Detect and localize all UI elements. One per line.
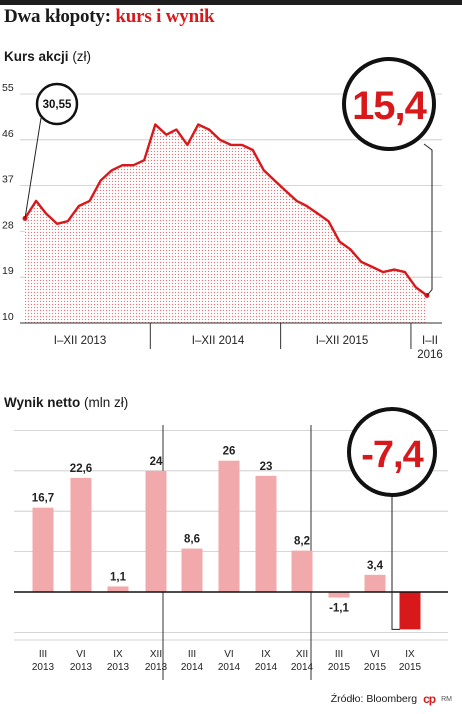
- profit-value-label: 22,6: [70, 463, 92, 475]
- y-tick-label: 55: [2, 82, 14, 94]
- year-tick-label: 2013: [32, 662, 55, 673]
- year-tick-label: 2014: [255, 662, 278, 673]
- profit-chart: 16,7 III 2013 22,6 VI 2013 1,1 IX 2013 24 XII 2013 8…: [14, 407, 448, 680]
- start-callout-bubble: [35, 82, 79, 126]
- profit-bar: [181, 548, 203, 592]
- logo-icon: cp: [423, 692, 436, 706]
- profit-value-label: 8,6: [184, 534, 200, 546]
- profit-value-label: -1,1: [329, 603, 349, 615]
- year-tick-label: 2014: [291, 662, 314, 673]
- y-tick-label: 46: [2, 128, 14, 140]
- quarter-tick-label: IX: [405, 649, 415, 660]
- profit-value-label: 23: [260, 461, 273, 473]
- logo-mark: RM: [441, 695, 452, 703]
- x-tick-label: I–XII 2015: [316, 335, 368, 347]
- profit-bar: [399, 592, 421, 630]
- profit-bar: [32, 507, 54, 592]
- profit-chart-subtitle: Wynik netto (mln zł): [4, 395, 128, 410]
- year-tick-label: 2015: [399, 662, 422, 673]
- profit-bar: [291, 550, 313, 592]
- x-tick-label: I–XII 2013: [54, 335, 106, 347]
- profit-subtitle-unit: (mln zł): [84, 395, 129, 410]
- profit-value-label: 16,7: [32, 493, 54, 505]
- quarter-tick-label: VI: [370, 649, 379, 660]
- profit-value-label: 1,1: [110, 571, 127, 583]
- quarter-tick-label: VI: [76, 649, 85, 660]
- profit-bar: [255, 475, 277, 592]
- y-tick-label: 10: [2, 311, 14, 323]
- year-tick-label: 2013: [145, 662, 168, 673]
- top-rule: [0, 0, 462, 5]
- profit-bar: [364, 574, 386, 592]
- year-tick-label: 2013: [70, 662, 93, 673]
- y-tick-label: 37: [2, 174, 14, 186]
- profit-bar: [70, 477, 92, 592]
- quarter-tick-label: III: [335, 649, 343, 660]
- profit-value-label: 26: [223, 446, 236, 458]
- last-bar-callout-value: -7,4: [361, 434, 423, 476]
- title-accent: kurs i wynik: [115, 6, 215, 27]
- profit-value-label: 8,2: [294, 536, 310, 548]
- start-callout-leader: [24, 117, 42, 219]
- year-tick-label: 2014: [181, 662, 204, 673]
- quarter-tick-label: IX: [261, 649, 271, 660]
- last-bar-callout-leader: [391, 495, 400, 630]
- end-callout-leader: [423, 143, 433, 296]
- year-tick-label: 2014: [218, 662, 241, 673]
- year-tick-label: 2015: [364, 662, 387, 673]
- profit-subtitle-text: Wynik netto: [4, 395, 81, 410]
- quarter-tick-label: XII: [150, 649, 162, 660]
- title-main: Dwa kłopoty:: [4, 6, 111, 27]
- quarter-tick-label: III: [39, 649, 47, 660]
- last-bar-callout-bubble: [347, 407, 437, 497]
- footer: Źródło: Bloomberg cp RM: [331, 692, 452, 706]
- page-title: Dwa kłopoty: kurs i wynik: [4, 6, 215, 28]
- stock-subtitle-unit: (zł): [72, 49, 92, 64]
- stock-chart-subtitle: Kurs akcji (zł): [4, 49, 91, 64]
- price-area-fill: [24, 124, 428, 323]
- profit-value-label: 3,4: [367, 560, 384, 572]
- y-tick-label: 28: [2, 219, 14, 231]
- profit-bar: [218, 460, 240, 592]
- profit-bar: [328, 592, 350, 598]
- end-callout-bubble: [342, 57, 436, 151]
- quarter-tick-label: VI: [224, 649, 233, 660]
- y-tick-label: 19: [2, 265, 14, 277]
- end-callout-value: 15,4: [352, 84, 428, 128]
- year-tick-label: 2015: [328, 662, 351, 673]
- quarter-tick-label: III: [188, 649, 196, 660]
- year-tick-label: 2013: [107, 662, 130, 673]
- x-tick-label: I–II 2016: [417, 335, 443, 361]
- quarter-tick-label: XII: [296, 649, 308, 660]
- quarter-tick-label: IX: [113, 649, 123, 660]
- stock-subtitle-text: Kurs akcji: [4, 49, 69, 64]
- profit-bar: [107, 586, 129, 592]
- source-text: Źródło: Bloomberg: [330, 693, 418, 705]
- x-tick-label: I–XII 2014: [192, 335, 245, 347]
- start-callout-value: 30,55: [43, 99, 72, 111]
- price-line: [23, 123, 428, 297]
- profit-value-label: 24: [150, 456, 163, 468]
- profit-bar: [145, 470, 167, 592]
- stock-chart: 10 19 28 37 46 55 I–XII 2013 I–XII 2014 I–XII 20…: [2, 57, 443, 361]
